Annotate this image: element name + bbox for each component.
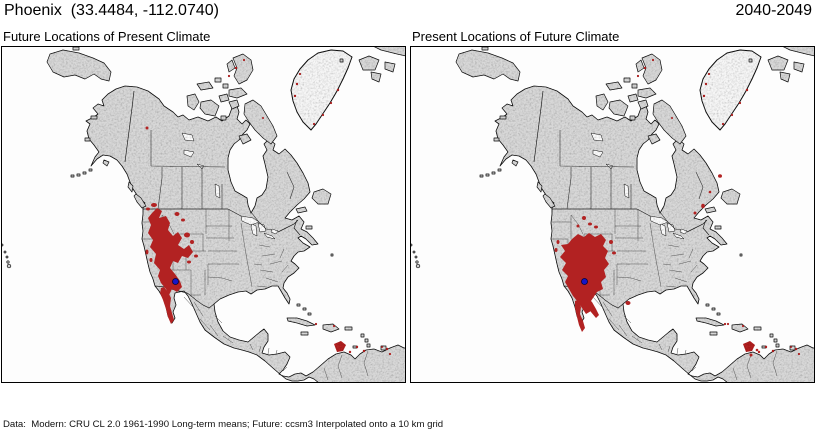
analog-region-overlay-left [145, 126, 198, 324]
page-title: Phoenix (33.4484, -112.0740) [4, 2, 219, 19]
analog-region-overlay-right [554, 174, 759, 357]
right-map-label: Present Locations of Future Climate [412, 29, 620, 44]
phoenix-marker [172, 278, 179, 285]
phoenix-marker [581, 278, 588, 285]
attribution-block: Data: Modern: CRU CL 2.0 1961-1990 Long-… [3, 389, 694, 443]
north-america-map-left [1, 46, 406, 383]
map-present-locations [410, 46, 815, 383]
left-map-label: Future Locations of Present Climate [3, 29, 211, 44]
map-future-locations [1, 46, 406, 383]
north-america-map-right [410, 46, 815, 383]
period-label: 2040-2049 [735, 2, 812, 19]
attribution-data-line: Data: Modern: CRU CL 2.0 1961-1990 Long-… [3, 418, 444, 430]
